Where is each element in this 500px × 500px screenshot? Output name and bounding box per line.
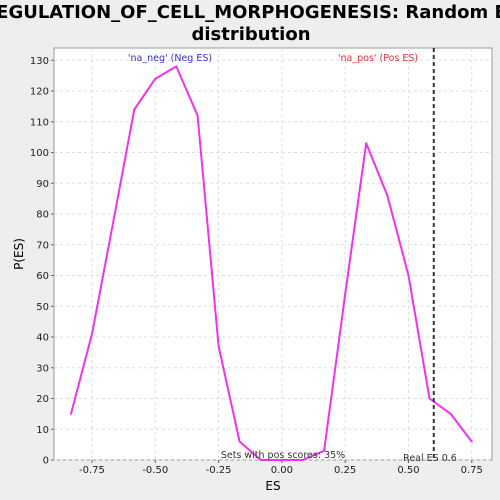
- y-tick-label: 50: [36, 302, 49, 313]
- y-tick-label: 120: [30, 87, 49, 98]
- plot-area: [53, 47, 493, 461]
- x-tick-label: 0.00: [271, 465, 293, 476]
- data-point: [69, 412, 72, 415]
- neg-es-label: 'na_neg' (Neg ES): [128, 53, 212, 64]
- data-point: [428, 397, 431, 400]
- y-tick-label: 60: [36, 271, 49, 282]
- y-tick-label: 20: [36, 394, 49, 405]
- x-tick-label: 0.50: [397, 465, 419, 476]
- y-tick-label: 40: [36, 333, 49, 344]
- y-tick-label: 80: [36, 210, 49, 221]
- data-point: [154, 77, 157, 80]
- data-point: [344, 292, 347, 295]
- data-point: [196, 114, 199, 117]
- data-point: [386, 194, 389, 197]
- series-line: [70, 65, 473, 461]
- y-tick-label: 70: [36, 240, 49, 251]
- data-point: [175, 65, 178, 68]
- data-point: [323, 449, 326, 452]
- real-es-label: Real ES 0.6: [403, 453, 457, 464]
- y-tick-label: 110: [30, 117, 49, 128]
- x-axis-label: ES: [265, 479, 280, 493]
- chart-subtitle: distribution: [191, 24, 310, 45]
- x-tick-label: -0.25: [206, 465, 232, 476]
- y-axis-label: P(ES): [12, 238, 26, 270]
- data-point: [280, 459, 283, 461]
- x-tick-label: 0.75: [461, 465, 483, 476]
- x-tick-label: -0.50: [142, 465, 168, 476]
- data-point: [133, 108, 136, 111]
- data-point: [90, 332, 93, 335]
- series-layer: [69, 65, 473, 461]
- y-tick-label: 130: [30, 56, 49, 67]
- data-point: [365, 142, 368, 145]
- data-point: [259, 459, 262, 461]
- y-tick-label: 0: [43, 456, 49, 467]
- y-tick-label: 10: [36, 425, 49, 436]
- sets-pos-scores-label: Sets with pos scores: 35%: [221, 450, 345, 461]
- data-point: [238, 440, 241, 443]
- data-point: [407, 274, 410, 277]
- y-axis: 0 10 20 30 40 50 60 70 80 90 100 110 120 130: [30, 56, 54, 467]
- x-tick-label: -0.75: [79, 465, 105, 476]
- data-point: [111, 222, 114, 225]
- pos-es-label: 'na_pos' (Pos ES): [338, 53, 418, 64]
- data-point: [217, 345, 220, 348]
- y-tick-label: 90: [36, 179, 49, 190]
- data-point: [449, 412, 452, 415]
- y-tick-label: 100: [30, 148, 49, 159]
- data-point: [470, 440, 473, 443]
- data-point: [301, 459, 304, 461]
- y-tick-label: 30: [36, 363, 49, 374]
- chart-title: REGULATION_OF_CELL_MORPHOGENESIS: Random…: [0, 2, 500, 23]
- x-tick-label: 0.25: [334, 465, 356, 476]
